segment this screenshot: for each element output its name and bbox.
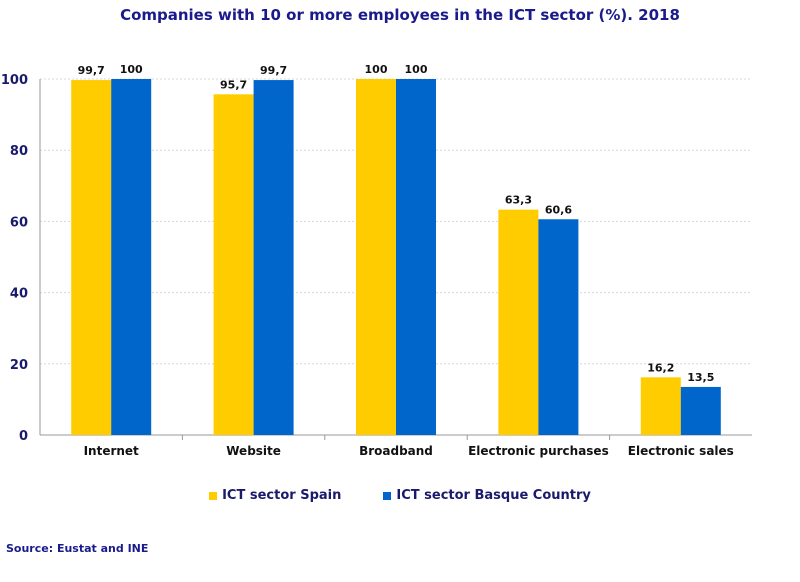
data-label: 99,7 — [260, 64, 287, 77]
data-label: 13,5 — [687, 371, 714, 384]
bar — [111, 79, 152, 435]
bar — [71, 80, 112, 436]
data-label: 16,2 — [647, 361, 674, 374]
y-tick-label: 80 — [10, 144, 28, 159]
legend-item-spain: ICT sector Spain — [209, 488, 341, 503]
chart-title: Companies with 10 or more employees in t… — [120, 6, 680, 24]
bar — [538, 219, 579, 435]
data-label: 95,7 — [220, 78, 247, 91]
bar — [213, 94, 254, 436]
source-note: Source: Eustat and INE — [6, 542, 149, 555]
bar — [640, 377, 681, 435]
legend-label-spain: ICT sector Spain — [222, 488, 342, 503]
data-label: 100 — [120, 63, 143, 76]
legend-swatch-basque-country — [383, 491, 392, 500]
y-tick-label: 0 — [19, 429, 28, 444]
x-category-label: Website — [226, 444, 281, 458]
legend: ICT sector Spain ICT sector Basque Count… — [0, 488, 800, 503]
bar-chart: 0 20 40 60 80 100 Internet 99,7 100 Website 95,7 99… — [1, 63, 752, 458]
data-label: 60,6 — [545, 203, 572, 216]
x-category-label: Electronic purchases — [468, 444, 609, 458]
x-category-label: Internet — [84, 444, 139, 458]
x-category-label: Broadband — [359, 444, 433, 458]
data-label: 63,3 — [505, 194, 532, 207]
bar — [396, 79, 436, 435]
x-category-label: Electronic sales — [628, 444, 734, 458]
y-tick-label: 60 — [10, 215, 28, 230]
y-tick-label: 100 — [1, 73, 28, 88]
bar — [253, 80, 294, 436]
bar — [498, 209, 539, 435]
y-tick-label: 20 — [10, 358, 28, 373]
bar — [356, 79, 396, 435]
data-label: 100 — [365, 63, 388, 76]
bar — [680, 386, 721, 435]
data-label: 99,7 — [78, 64, 105, 77]
data-label: 100 — [405, 63, 428, 76]
legend-swatch-spain — [209, 491, 218, 500]
y-tick-label: 40 — [10, 287, 28, 302]
legend-item-basque-country: ICT sector Basque Country — [383, 488, 591, 503]
legend-label-basque-country: ICT sector Basque Country — [396, 488, 591, 503]
